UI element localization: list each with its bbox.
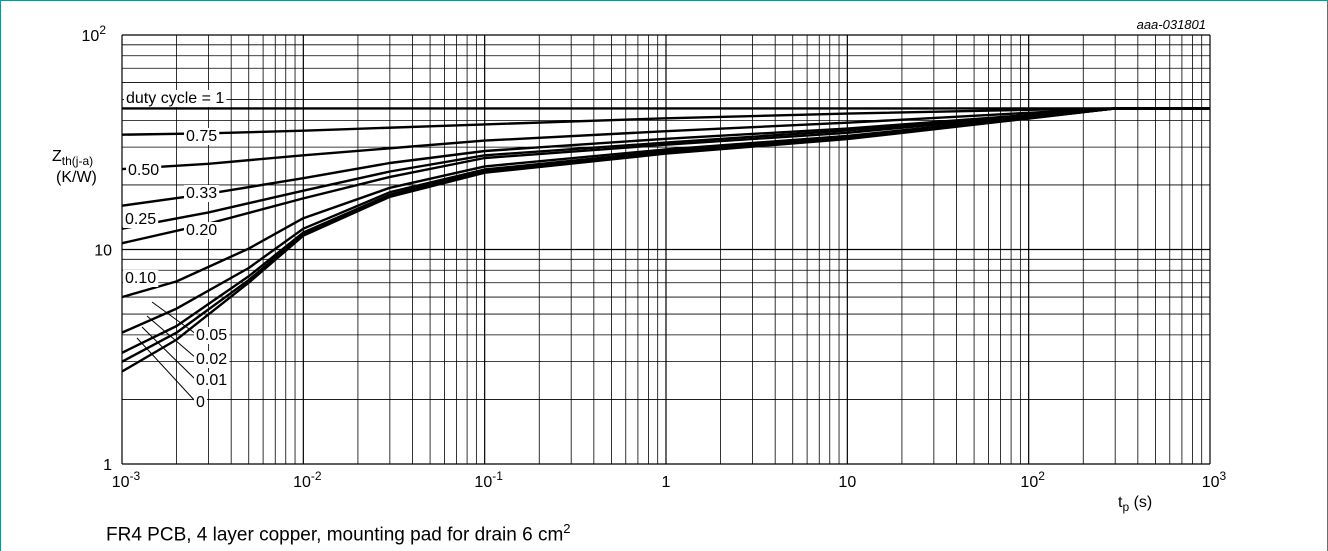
x-tick-label: 10-2 [293, 469, 322, 491]
series-lines [121, 107, 1210, 373]
thermal-impedance-chart: duty cycle = 1 0.75 0.50 0.33 0.25 0.20 0.10 0.… [52, 17, 1227, 514]
series-label-background [184, 128, 220, 145]
y-tick-label: 102 [82, 23, 107, 45]
label-leader-line [136, 337, 197, 403]
caption-superscript: 2 [563, 521, 571, 536]
x-tick-label: 10-1 [474, 469, 503, 491]
series-label-background [124, 90, 227, 107]
series-label: 0.05 [196, 327, 227, 344]
series-label-background [123, 211, 159, 228]
label-leader-lines [136, 301, 197, 403]
series-label-background [184, 185, 220, 202]
series-label-background [123, 270, 159, 287]
tick-labels: 10-3 10-2 10-1 1 10 102 103 1 10 102 [82, 23, 1227, 491]
x-tick-label: 103 [1202, 469, 1227, 491]
grid [121, 34, 1211, 465]
x-tick-label: 10 [838, 474, 856, 491]
series-labels: duty cycle = 1 0.75 0.50 0.33 0.25 0.20 0.10 0.… [123, 90, 230, 411]
label-leader-line [141, 326, 197, 381]
series-label: 0.20 [186, 222, 217, 239]
x-tick-label: 10-3 [112, 469, 141, 491]
series-line [121, 107, 1210, 373]
series-label: 0.33 [186, 185, 217, 202]
x-tick-label: 1 [662, 474, 671, 491]
label-leader-line [146, 315, 197, 359]
series-label: 0.02 [196, 351, 227, 368]
figure-caption: FR4 PCB, 4 layer copper, mounting pad fo… [106, 521, 571, 546]
caption-text: FR4 PCB, 4 layer copper, mounting pad fo… [106, 524, 564, 546]
series-label: duty cycle = 1 [126, 90, 224, 107]
series-label-background [126, 162, 162, 179]
figure-id-label: aaa-031801 [1137, 17, 1206, 32]
y-tick-label: 1 [103, 457, 112, 474]
series-label-background [194, 327, 230, 344]
series-label-background [194, 394, 207, 411]
series-label: 0.75 [186, 128, 217, 145]
x-axis-label: tp (s) [1118, 494, 1152, 514]
series-label-background [194, 351, 230, 368]
series-label: 0.10 [125, 270, 156, 287]
series-label: 0.01 [196, 372, 227, 389]
y-axis-label: Zth(j-a) [52, 148, 93, 168]
series-label-background [184, 222, 220, 239]
series-label: 0 [196, 394, 205, 411]
x-tick-label: 102 [1020, 469, 1045, 491]
y-tick-label: 10 [94, 243, 112, 260]
series-label: 0.25 [125, 211, 156, 228]
series-label: 0.50 [128, 162, 159, 179]
y-axis-unit: (K/W) [56, 169, 97, 186]
axis-labels: tp (s) Zth(j-a)(K/W) aaa-031801 [52, 17, 1206, 514]
series-label-background [194, 372, 230, 389]
